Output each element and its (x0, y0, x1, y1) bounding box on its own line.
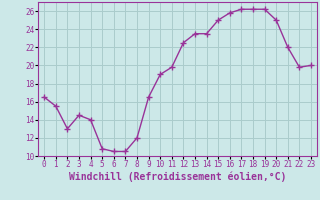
X-axis label: Windchill (Refroidissement éolien,°C): Windchill (Refroidissement éolien,°C) (69, 172, 286, 182)
